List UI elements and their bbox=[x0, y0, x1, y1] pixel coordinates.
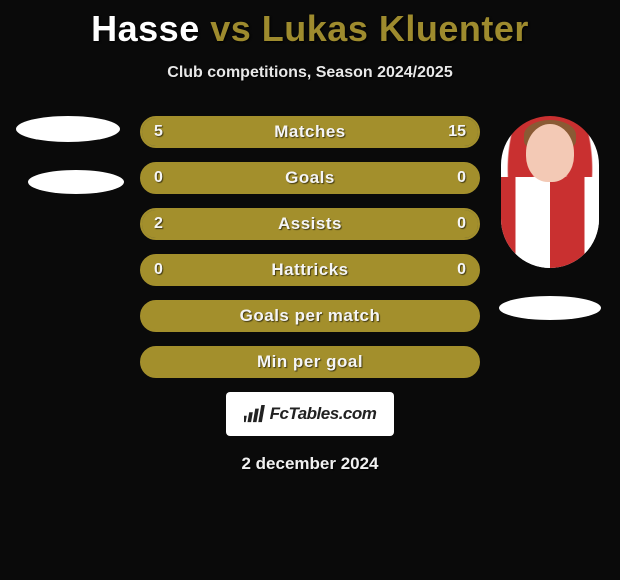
stat-row: 2 Assists 0 bbox=[140, 208, 480, 240]
player2-avatar bbox=[501, 116, 599, 268]
stat-value-left: 5 bbox=[154, 123, 163, 141]
stat-row: 5 Matches 15 bbox=[140, 116, 480, 148]
date-label: 2 december 2024 bbox=[0, 454, 620, 474]
stat-value-right: 15 bbox=[448, 123, 466, 141]
stat-value-left: 0 bbox=[154, 169, 163, 187]
stat-label: Hattricks bbox=[271, 260, 348, 280]
player1-avatar-column bbox=[8, 116, 128, 194]
bar-chart-icon bbox=[244, 405, 266, 423]
comparison-title: Hasse vs Lukas Kluenter bbox=[0, 0, 620, 50]
main-panel: 5 Matches 15 0 Goals 0 2 Assists 0 0 Hattricks 0 Goa… bbox=[0, 116, 620, 474]
stat-value-left: 2 bbox=[154, 215, 163, 233]
stat-row: Goals per match bbox=[140, 300, 480, 332]
stat-row: 0 Hattricks 0 bbox=[140, 254, 480, 286]
stat-label: Assists bbox=[278, 214, 342, 234]
player2-avatar-column bbox=[490, 116, 610, 320]
player1-logo-placeholder bbox=[28, 170, 124, 194]
stat-label: Goals per match bbox=[240, 306, 381, 326]
stats-list: 5 Matches 15 0 Goals 0 2 Assists 0 0 Hattricks 0 Goa… bbox=[140, 116, 480, 378]
subtitle: Club competitions, Season 2024/2025 bbox=[0, 64, 620, 82]
stat-row: 0 Goals 0 bbox=[140, 162, 480, 194]
vs-label: vs bbox=[210, 8, 251, 49]
stat-value-right: 0 bbox=[457, 215, 466, 233]
stat-row: Min per goal bbox=[140, 346, 480, 378]
player2-logo-placeholder bbox=[499, 296, 601, 320]
stat-fill-left bbox=[142, 210, 404, 238]
stat-value-right: 0 bbox=[457, 169, 466, 187]
player2-name: Lukas Kluenter bbox=[262, 8, 529, 49]
source-logo: FcTables.com bbox=[226, 392, 394, 436]
stat-value-right: 0 bbox=[457, 261, 466, 279]
stat-label: Min per goal bbox=[257, 352, 363, 372]
stat-fill-right bbox=[216, 118, 478, 146]
stat-value-left: 0 bbox=[154, 261, 163, 279]
player1-avatar-placeholder bbox=[16, 116, 120, 142]
stat-fill-right bbox=[404, 210, 478, 238]
stat-label: Goals bbox=[285, 168, 335, 188]
player1-name: Hasse bbox=[91, 8, 200, 49]
source-logo-text: FcTables.com bbox=[270, 404, 377, 424]
stat-label: Matches bbox=[274, 122, 346, 142]
